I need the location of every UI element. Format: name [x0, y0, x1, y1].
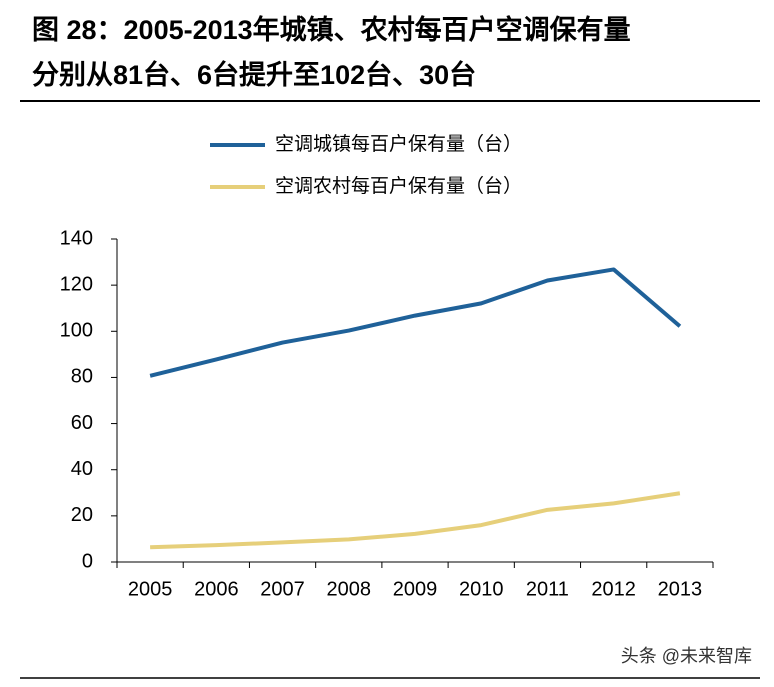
y-tick-label: 0 [82, 550, 93, 572]
source: 头条 @未来智库 [621, 646, 752, 666]
x-tick-label: 2010 [459, 578, 504, 600]
x-tick-label: 2013 [658, 578, 703, 600]
x-tick-label: 2012 [591, 578, 636, 600]
data-line [149, 267, 682, 378]
x-tick-label: 2008 [327, 578, 372, 600]
y-tick-label: 140 [60, 227, 93, 249]
legend-label: 空调城镇每百户保有量（台） [275, 133, 522, 155]
y-tick-label: 100 [60, 320, 93, 342]
y-tick-label: 80 [71, 366, 93, 388]
y-tick-label: 40 [71, 458, 93, 480]
x-tick-label: 2011 [526, 578, 569, 600]
x-tick-label: 2007 [260, 578, 305, 600]
y-tick-label: 60 [71, 412, 93, 434]
legend-label: 空调农村每百户保有量（台） [275, 175, 522, 197]
y-tick-label: 20 [71, 504, 93, 526]
x-tick-label: 2006 [194, 578, 239, 600]
data-line [150, 491, 681, 550]
y-tick-label: 120 [60, 273, 93, 295]
chart-subtitle: 分别从81台、6台提升至102台、30台 [32, 59, 476, 90]
chart-title: 图 28：2005-2013年城镇、农村每百户空调保有量 [32, 14, 631, 45]
x-tick-label: 2009 [393, 578, 438, 600]
x-tick-label: 2005 [128, 578, 173, 600]
